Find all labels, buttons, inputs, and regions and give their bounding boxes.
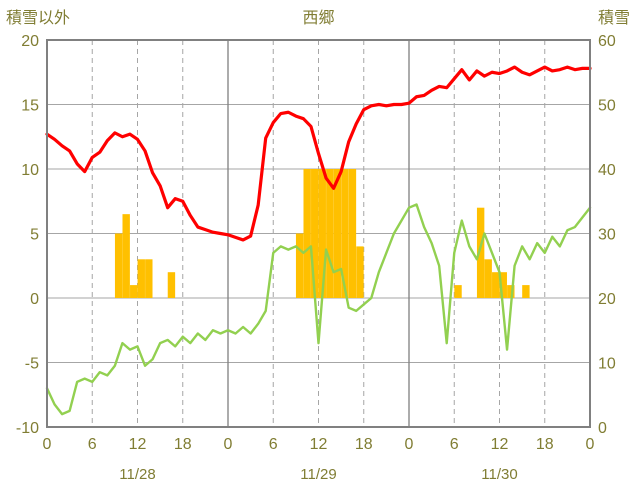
left-axis-tick-label: -10 [16,420,39,437]
precipitation-bars-bar [492,272,500,298]
left-axis-tick-label: 5 [30,227,39,244]
right-axis-tick-label: 0 [598,420,607,437]
temperature-line [45,65,592,242]
precipitation-bars-bar [326,169,334,298]
left-axis-tick-label: 10 [21,162,39,179]
snow-depth-line [45,203,592,416]
x-axis-hour-label: 18 [355,436,373,453]
precipitation-bars-bar [114,233,123,298]
x-axis-date-label: 11/28 [119,466,155,483]
x-axis-hour-label: 0 [586,436,595,453]
right-axis-tick-label: 10 [598,356,616,373]
precipitation-bars-bar [522,285,530,298]
right-axis-tick-label: 60 [598,33,616,50]
left-axis-tick-label: 0 [30,291,39,308]
right-axis-tick-label: 50 [598,98,616,115]
precipitation-bars-bar [303,169,311,298]
x-axis-hour-label: 18 [536,436,554,453]
precipitation-bars-bar [318,169,326,298]
precipitation-bars-bar [311,169,319,298]
precipitation-bars-bar [341,169,349,298]
x-axis-hour-label: 0 [43,436,52,453]
x-axis-date-label: 11/30 [481,466,517,483]
precipitation-bars-bar [167,272,176,298]
x-axis-hour-label: 12 [310,436,328,453]
precipitation-bars-bar [356,246,364,298]
right-axis-tick-label: 40 [598,162,616,179]
x-axis-hour-label: 6 [450,436,459,453]
left-axis-tick-label: -5 [25,356,39,373]
right-axis-title: 積雪 [597,10,630,27]
x-axis-hour-label: 12 [491,436,509,453]
precipitation-bars-bar [137,259,145,298]
plot-border [46,39,591,428]
precipitation-bars-bar [333,169,342,298]
precipitation-bars-bar [145,259,153,298]
x-axis-hour-label: 6 [269,436,278,453]
x-axis-date-label: 11/29 [300,466,336,483]
chart-title: 西郷 [302,10,335,27]
precipitation-bars-bar [295,233,304,298]
left-axis-tick-label: 20 [21,33,39,50]
precipitation-bars-bar [499,272,507,298]
precipitation-bars-bar [348,169,357,298]
x-axis-hour-label: 0 [224,436,233,453]
precipitation-bars-bar [130,285,138,298]
left-axis-title: 積雪以外 [6,10,71,27]
left-axis-tick-label: 15 [21,98,39,115]
precipitation-bars-bar [484,259,492,298]
x-axis-hour-label: 18 [174,436,192,453]
x-axis-hour-label: 12 [129,436,147,453]
x-axis-hour-label: 6 [88,436,97,453]
precipitation-bars-bar [507,285,515,298]
precipitation-bars-bar [122,214,130,298]
precipitation-bars-bar [454,285,462,298]
right-axis-tick-label: 30 [598,227,616,244]
x-axis-hour-label: 0 [405,436,414,453]
precipitation-bars-bar [476,207,485,298]
right-axis-tick-label: 20 [598,291,616,308]
